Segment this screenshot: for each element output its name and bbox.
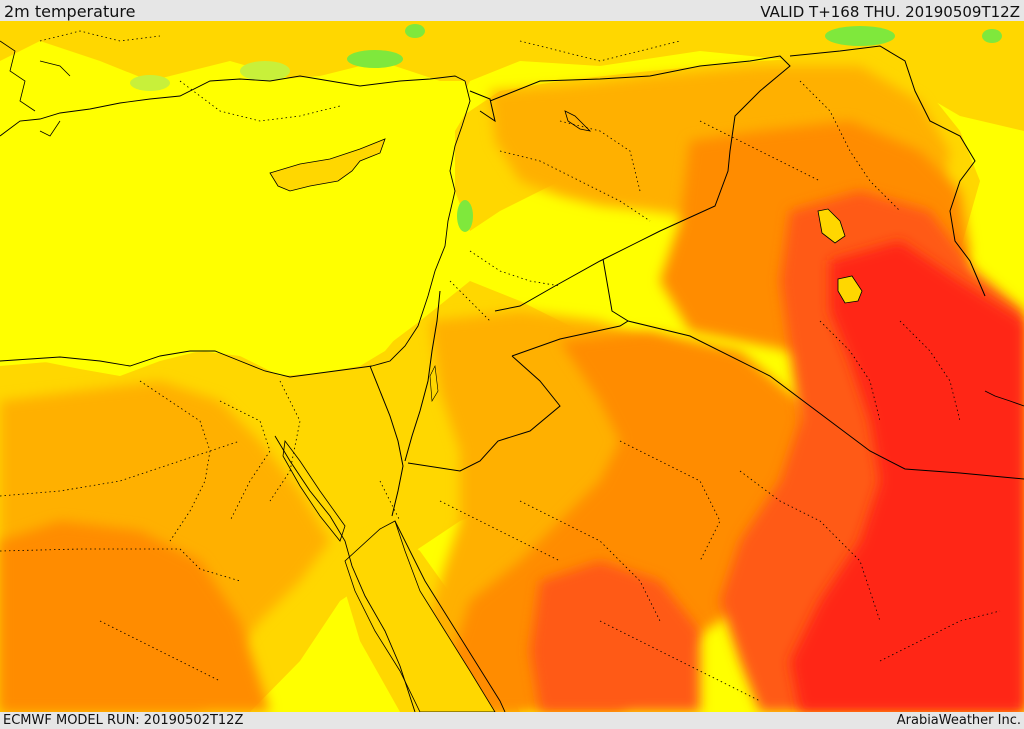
coastline-aegean [0, 40, 71, 137]
border-syria-iraq [489, 55, 791, 312]
border-iraq-saudi [627, 320, 1024, 480]
green-patch-turkey-3 [130, 75, 170, 91]
green-patch-turkey-1 [240, 61, 290, 81]
lake-tharthar [817, 208, 846, 244]
map-footer: ECMWF MODEL RUN: 20190502T12Z ArabiaWeat… [0, 712, 1024, 729]
red-core-band [790, 241, 1024, 712]
map-title: 2m temperature [4, 2, 136, 21]
green-patch-turkey-4 [405, 24, 425, 38]
coastline-redsea-west [274, 435, 416, 712]
cyprus-island [269, 138, 386, 192]
lake-assad [564, 110, 592, 132]
provincial-borders [0, 30, 1001, 702]
coastline-gulf [984, 390, 1024, 407]
green-patch-lebanon [457, 200, 473, 232]
border-israel-jordan [404, 290, 441, 462]
valid-time-label: VALID T+168 THU. 20190509T12Z [760, 3, 1020, 21]
lake-razzaza [837, 275, 863, 304]
green-patch-zagros [825, 26, 895, 46]
coastline-egypt [0, 350, 373, 378]
border-jordan-iraq [511, 258, 629, 357]
temperature-map [0, 21, 1024, 712]
dead-sea [429, 364, 439, 402]
green-patch-iran [982, 29, 1002, 43]
border-iraq-iran [789, 45, 986, 297]
border-jordan-saudi [407, 355, 561, 472]
model-run-label: ECMWF MODEL RUN: 20190502T12Z [3, 713, 244, 728]
mediterranean-sea [0, 76, 470, 376]
orange-band-sudan [0, 521, 270, 712]
credit-label: ArabiaWeather Inc. [896, 713, 1021, 728]
temperature-map-canvas [0, 21, 1024, 712]
coastline-levant [371, 80, 471, 367]
gold-band-north [0, 21, 1024, 131]
dark-orange-band-hejaz [530, 561, 700, 712]
green-patch-turkey-2 [347, 50, 403, 68]
coastline-turkey [0, 75, 466, 137]
border-egypt-israel [369, 365, 404, 517]
coastline-redsea-east [394, 520, 506, 712]
border-turkey-syria [469, 90, 496, 123]
map-header: 2m temperature VALID T+168 THU. 20190509… [0, 0, 1024, 21]
red-sea [344, 520, 496, 712]
